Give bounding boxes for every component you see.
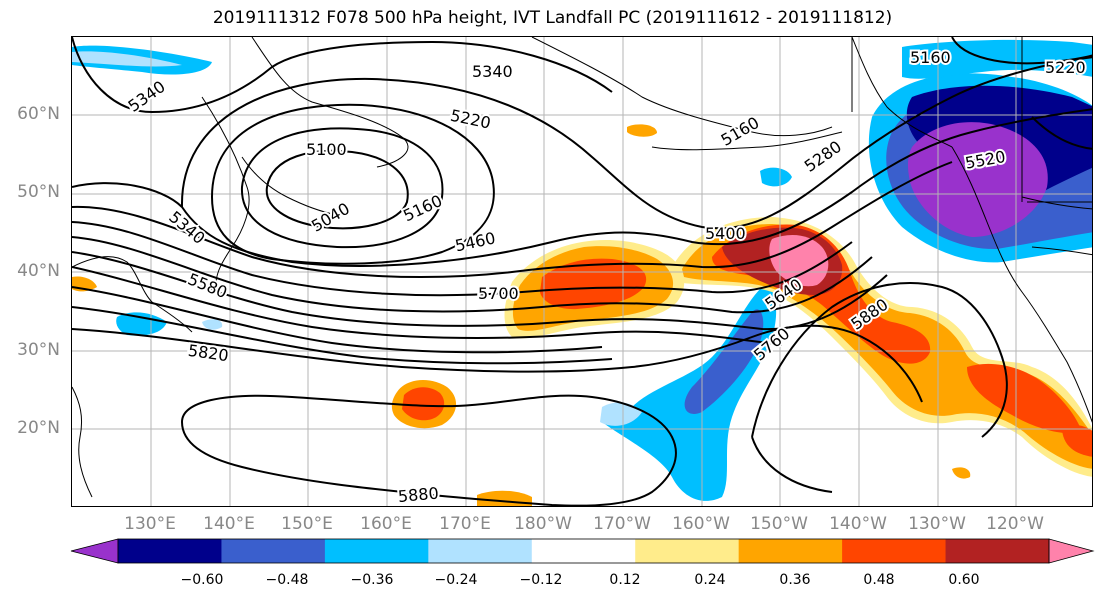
lat-label-30n: 30°N xyxy=(17,340,60,360)
colorbar-tick: 0.48 xyxy=(863,572,895,588)
colorbar-tick: −0.12 xyxy=(519,572,563,588)
lon-label: 160°E xyxy=(360,514,412,534)
lon-label: 140°W xyxy=(829,514,887,534)
coastlines xyxy=(72,37,1092,498)
lat-label-60n: 60°N xyxy=(17,104,60,124)
contour-label: 5160 xyxy=(910,48,951,67)
colorbar-segment xyxy=(945,539,1050,563)
colorbar-extension-low xyxy=(70,538,119,564)
height-contours xyxy=(72,37,1092,506)
lon-label: 130°W xyxy=(908,514,966,534)
contour-label: 5220 xyxy=(1045,58,1086,77)
colorbar-segment xyxy=(738,539,843,563)
lon-label: 150°E xyxy=(281,514,333,534)
colorbar-tick: 0.24 xyxy=(694,572,726,588)
lon-label: 120°W xyxy=(986,514,1044,534)
figure-title: 2019111312 F078 500 hPa height, IVT Land… xyxy=(212,8,893,28)
lat-label-50n: 50°N xyxy=(17,182,60,202)
lon-label: 150°W xyxy=(750,514,808,534)
colorbar-tick: 0.60 xyxy=(948,572,980,588)
map-panel: 5340 5340 5220 5100 5040 5160 5340 5460 … xyxy=(71,36,1093,507)
colorbar-segments xyxy=(70,538,1095,564)
lon-label: 180°W xyxy=(514,514,572,534)
colorbar-segment xyxy=(324,539,429,563)
contour-label: 5100 xyxy=(306,140,347,159)
colorbar-extension-high xyxy=(1048,538,1095,564)
contour-label: 5400 xyxy=(705,224,746,243)
contour-label: 5340 xyxy=(472,62,513,81)
map-canvas: 5340 5340 5220 5100 5040 5160 5340 5460 … xyxy=(72,37,1092,506)
lat-label-20n: 20°N xyxy=(17,418,60,438)
graticule xyxy=(72,37,1092,506)
lon-label: 130°E xyxy=(124,514,176,534)
lon-label: 170°E xyxy=(439,514,491,534)
contour-label: 5160 xyxy=(718,113,763,150)
lon-label: 140°E xyxy=(203,514,255,534)
colorbar xyxy=(70,538,1095,564)
lon-label: 170°W xyxy=(593,514,651,534)
contour-label: 5820 xyxy=(187,341,230,365)
colorbar-segment xyxy=(428,539,533,563)
contour-label: 5880 xyxy=(397,484,439,506)
contour-label: 5460 xyxy=(453,228,497,255)
colorbar-tick: 0.12 xyxy=(609,572,641,588)
lon-label: 160°W xyxy=(672,514,730,534)
ivt-shading xyxy=(72,39,1092,506)
colorbar-tick: 0.36 xyxy=(779,572,811,588)
colorbar-segment xyxy=(221,539,326,563)
contour-label: 5040 xyxy=(308,199,353,236)
colorbar-tick: −0.36 xyxy=(350,572,394,588)
colorbar-outline xyxy=(117,538,1050,564)
colorbar-segment xyxy=(118,539,222,563)
lat-label-40n: 40°N xyxy=(17,261,60,281)
colorbar-tick: −0.60 xyxy=(180,572,224,588)
contour-label: 5220 xyxy=(449,106,493,133)
colorbar-segment xyxy=(842,539,947,563)
colorbar-segment xyxy=(531,539,636,563)
colorbar-segment xyxy=(635,539,740,563)
contour-label: 5700 xyxy=(478,284,519,303)
colorbar-tick: −0.24 xyxy=(434,572,478,588)
contour-label: 5340 xyxy=(125,77,169,116)
colorbar-tick: −0.48 xyxy=(265,572,309,588)
